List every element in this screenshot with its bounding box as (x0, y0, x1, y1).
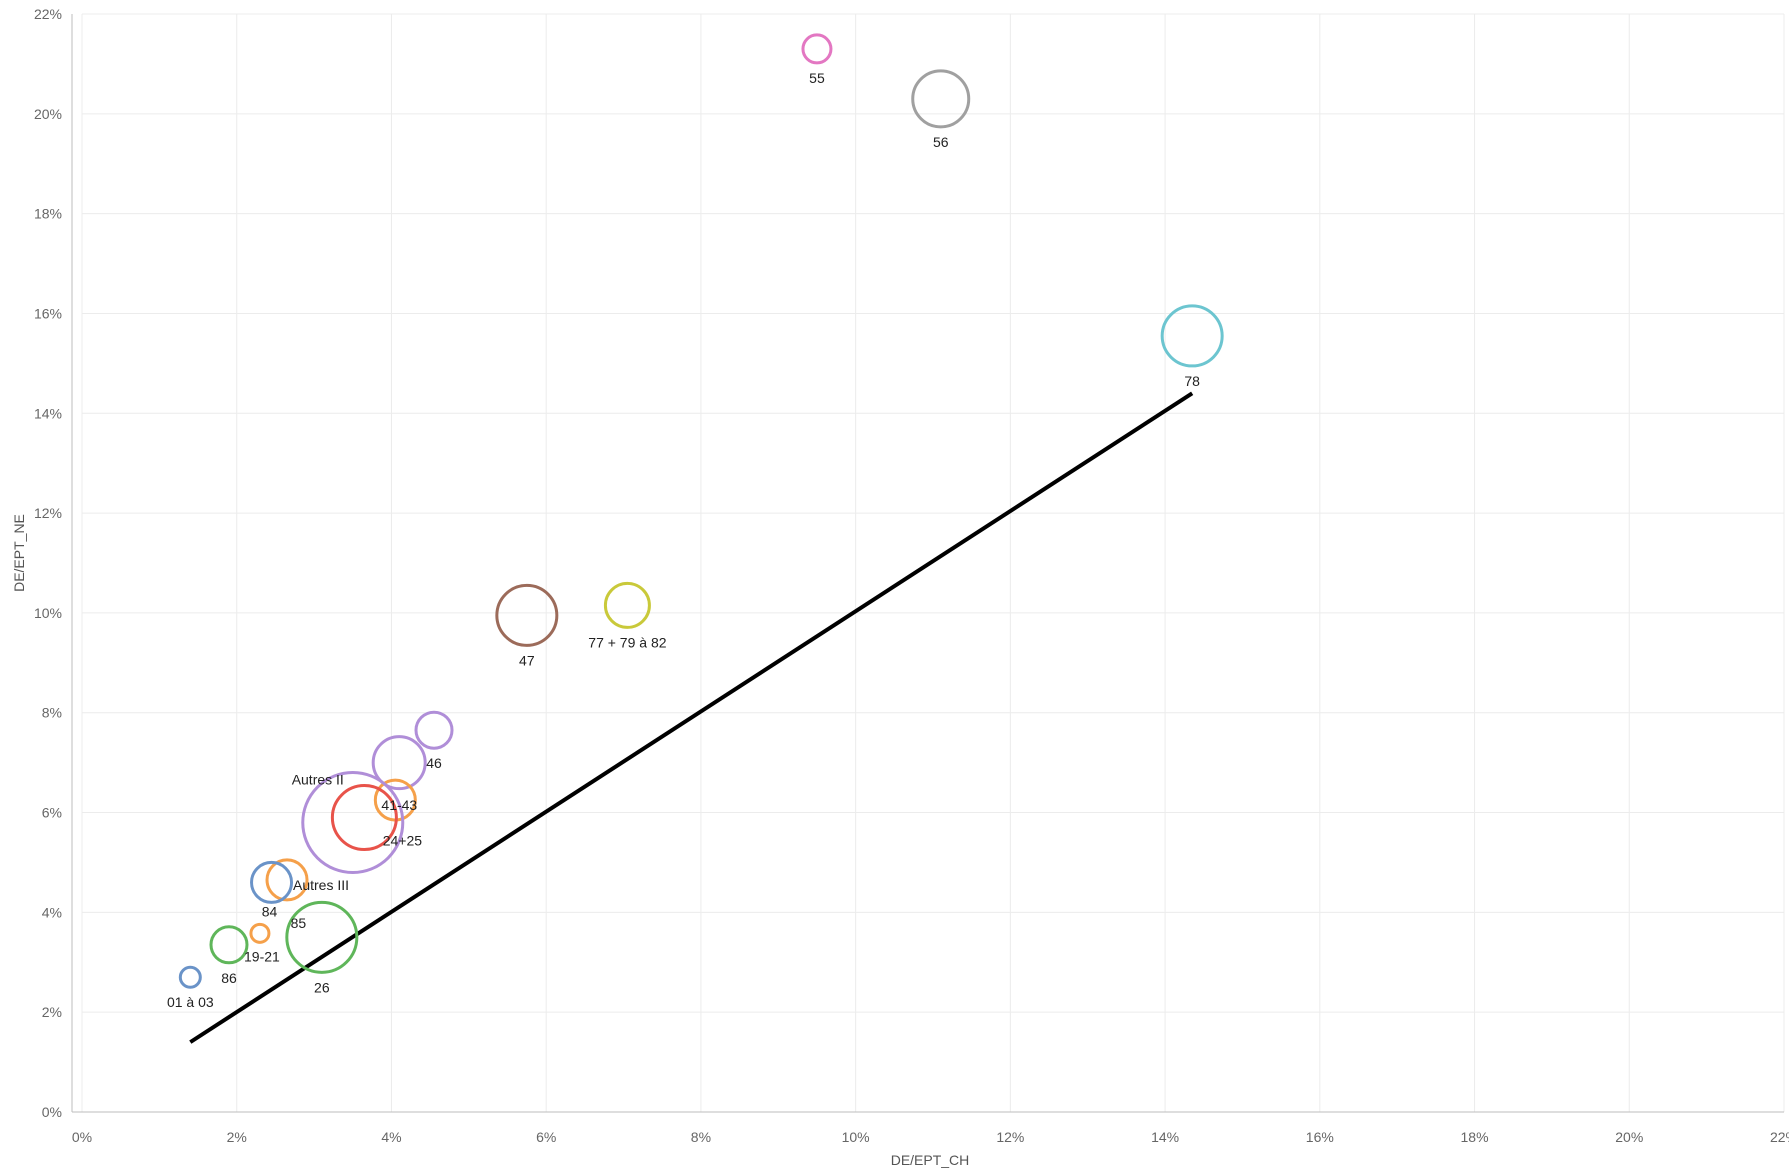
bubble-label: 56 (933, 134, 949, 150)
bubble-84 (250, 860, 294, 904)
bubble-label: Autres III (293, 877, 349, 893)
bubble-label: 84 (262, 903, 278, 919)
y-tick-label: 2% (42, 1004, 62, 1020)
y-tick-label: 0% (42, 1104, 62, 1120)
y-tick-label: 22% (34, 6, 62, 22)
bubble-56 (911, 69, 971, 129)
y-tick-label: 18% (34, 206, 62, 222)
x-tick-label: 20% (1615, 1129, 1643, 1145)
bubble-01-03 (178, 965, 202, 989)
x-tick-label: 8% (691, 1129, 711, 1145)
bubble-label: 77 + 79 à 82 (588, 634, 666, 650)
axis-layer: 0% 2% 4% 6% 8% 10% 12% 14% 16% 18% 20% 22% 0% 2% 4% 6% 8… (34, 6, 1789, 1145)
x-tick-label: 6% (536, 1129, 556, 1145)
x-tick-label: 14% (1151, 1129, 1179, 1145)
y-tick-label: 6% (42, 805, 62, 821)
y-tick-label: 16% (34, 305, 62, 321)
bubble-autres-ii (301, 771, 405, 875)
x-axis-title: DE/EPT_CH (891, 1152, 970, 1168)
x-tick-label: 0% (72, 1129, 92, 1145)
bubble-55 (801, 33, 833, 65)
bubble-47 (495, 583, 559, 647)
x-tick-label: 18% (1461, 1129, 1489, 1145)
bubble-label: 86 (221, 970, 237, 986)
y-tick-label: 20% (34, 106, 62, 122)
x-tick-label: 10% (842, 1129, 870, 1145)
trend-layer (189, 391, 1194, 1044)
x-tick-label: 22% (1770, 1129, 1789, 1145)
bubble-label: 78 (1184, 373, 1200, 389)
bubble-26 (285, 900, 359, 974)
y-tick-label: 4% (42, 904, 62, 920)
x-tick-label: 4% (381, 1129, 401, 1145)
bubble-46 (414, 710, 454, 750)
bubble-label: 55 (809, 70, 825, 86)
bubble-label: 47 (519, 652, 535, 668)
bubble-autres-iii (265, 858, 309, 902)
bubble-24-25 (330, 784, 398, 852)
bubble-unlabeled (371, 735, 427, 791)
label-layer: 55 56 78 47 77 + 79 à 82 46 41-43 24+25 Autres I… (167, 70, 1200, 1010)
x-tick-label: 16% (1306, 1129, 1334, 1145)
bubble-label: 85 (291, 915, 307, 931)
bubble-label: 26 (314, 979, 330, 995)
bubble-label: 46 (426, 755, 442, 771)
bubble-layer (178, 33, 1224, 989)
y-tick-label: 14% (34, 405, 62, 421)
bubble-label: Autres II (292, 772, 344, 788)
bubble-label: 01 à 03 (167, 994, 214, 1010)
bubble-86 (209, 925, 249, 965)
y-tick-label: 12% (34, 505, 62, 521)
trend-line (189, 391, 1194, 1044)
y-axis-title: DE/EPT_NE (11, 514, 27, 592)
y-tick-label: 8% (42, 705, 62, 721)
bubble-label: 19-21 (244, 948, 280, 964)
bubble-77-79-82 (603, 581, 651, 629)
bubble-label: 24+25 (383, 833, 423, 849)
x-tick-label: 12% (996, 1129, 1024, 1145)
bubble-78 (1160, 304, 1224, 368)
bubble-label: 41-43 (381, 797, 417, 813)
bubble-19-21 (249, 922, 271, 944)
x-tick-label: 2% (227, 1129, 247, 1145)
y-tick-label: 10% (34, 605, 62, 621)
